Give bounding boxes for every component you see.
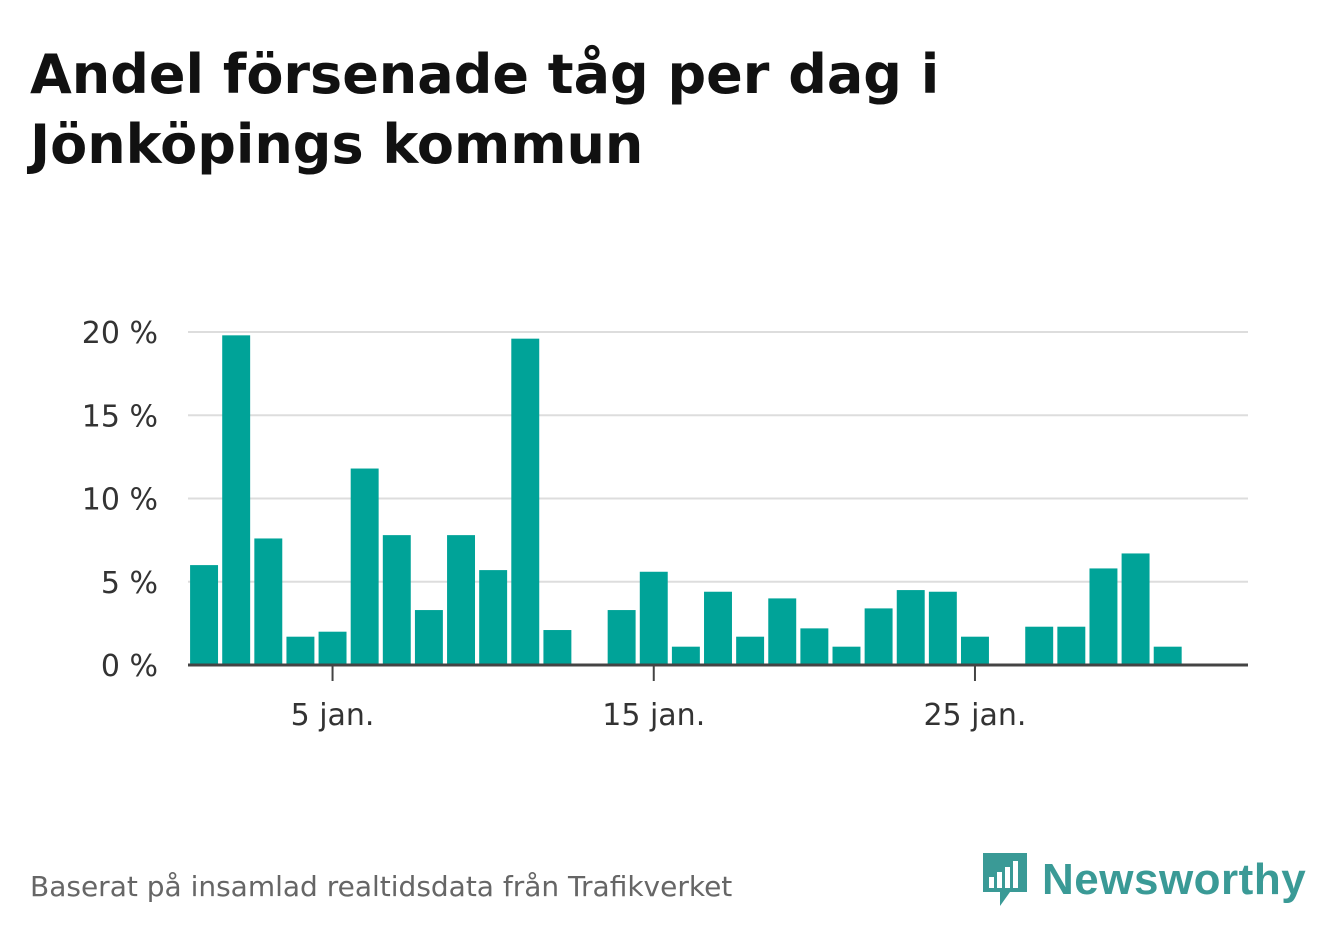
x-tick-label: 25 jan. xyxy=(923,698,1026,733)
bar xyxy=(736,636,765,665)
y-tick-label: 5 % xyxy=(101,566,158,601)
bar xyxy=(382,535,411,665)
bar xyxy=(447,535,476,665)
newsworthy-icon xyxy=(983,853,1027,906)
bar xyxy=(864,608,893,665)
bar xyxy=(768,598,797,665)
bar xyxy=(1057,626,1086,665)
chart-title: Andel försenade tåg per dag i Jönköpings… xyxy=(30,43,940,176)
y-axis-ticks: 0 % 5 % 10 % 15 % 20 % xyxy=(82,316,158,684)
bar xyxy=(479,570,508,665)
bars xyxy=(190,335,1182,665)
bar xyxy=(832,646,861,665)
bar xyxy=(704,591,732,665)
bar xyxy=(1121,553,1150,665)
y-tick-label: 20 % xyxy=(82,316,158,351)
y-tick-label: 10 % xyxy=(82,483,158,518)
brand-logo: Newsworthy xyxy=(980,850,1306,910)
bar xyxy=(254,538,283,665)
bar xyxy=(800,628,829,665)
bar xyxy=(222,335,251,665)
brand-name: Newsworthy xyxy=(1042,855,1307,904)
bar xyxy=(960,636,989,665)
bar xyxy=(1153,646,1182,665)
bar xyxy=(286,636,315,665)
bar xyxy=(928,591,957,665)
bar xyxy=(190,565,219,665)
bar xyxy=(414,610,443,665)
bar-chart: 0 % 5 % 10 % 15 % 20 % 5 jan. 15 jan. 25 jan. xyxy=(82,316,1248,733)
bar xyxy=(511,338,540,665)
y-tick-label: 15 % xyxy=(82,399,158,434)
bar xyxy=(1089,568,1118,665)
bar xyxy=(896,590,925,665)
bar xyxy=(350,468,379,665)
bar xyxy=(639,571,668,665)
bar xyxy=(543,630,572,665)
bar xyxy=(671,646,700,665)
bar xyxy=(607,610,636,665)
bar xyxy=(1025,626,1054,665)
bar xyxy=(318,631,347,665)
grid-lines xyxy=(188,331,1248,583)
x-tick-label: 5 jan. xyxy=(291,698,375,733)
x-tick-label: 15 jan. xyxy=(602,698,705,733)
y-tick-label: 0 % xyxy=(101,649,158,684)
source-note: Baserat på insamlad realtidsdata från Tr… xyxy=(30,870,733,903)
x-axis-ticks: 5 jan. 15 jan. 25 jan. xyxy=(291,665,1026,733)
